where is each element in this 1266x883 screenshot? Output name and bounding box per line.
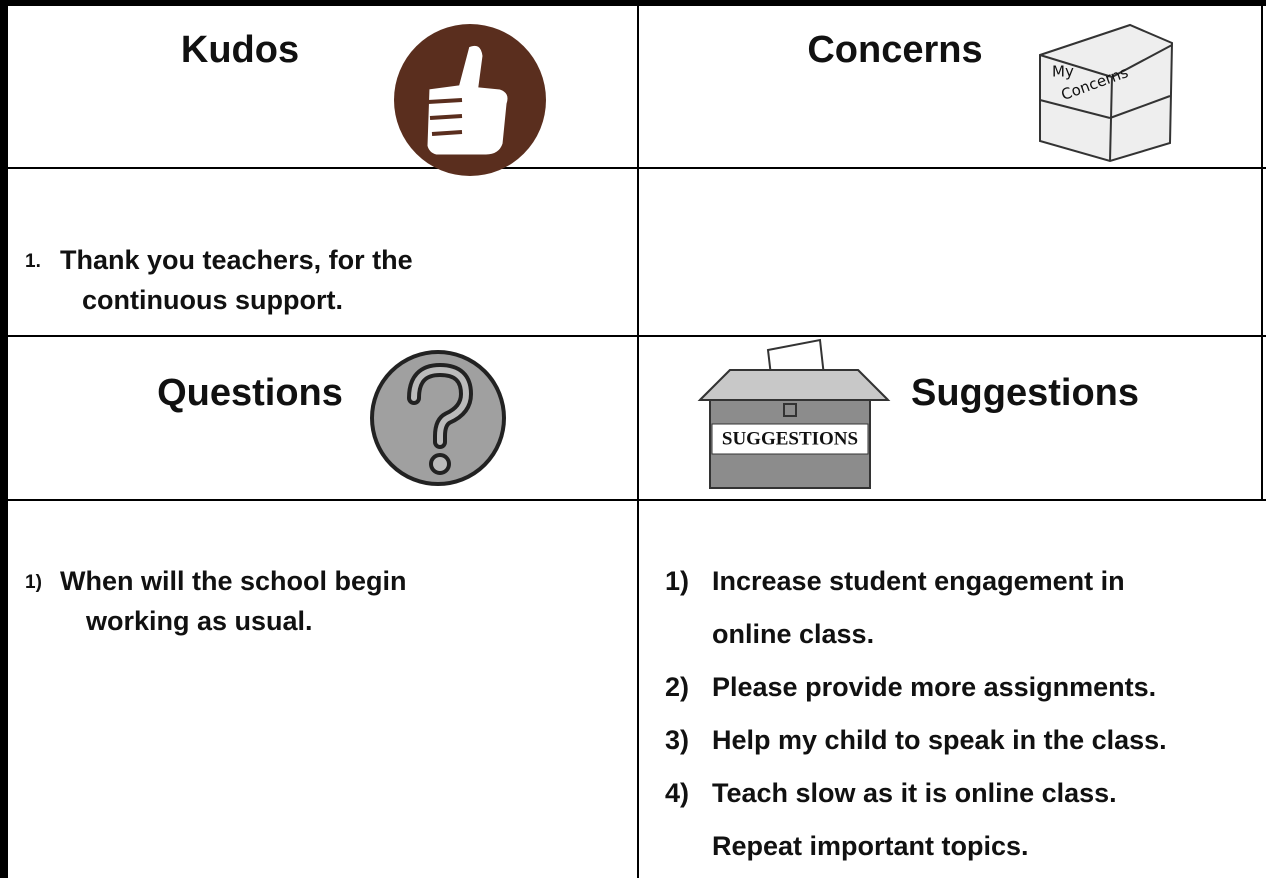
list-text: Increase student engagement in: [712, 566, 1125, 596]
list-text: Teach slow as it is online class.: [712, 778, 1117, 808]
section-title: Kudos: [181, 29, 299, 71]
icon-text: SUGGESTIONS: [722, 428, 858, 449]
list-text: online class.: [712, 619, 874, 649]
thumbs-up-icon: [394, 24, 546, 176]
section-title: Suggestions: [911, 372, 1139, 414]
list-marker: 1.: [25, 251, 41, 272]
list-text: continuous support.: [82, 285, 343, 315]
icon-text: My: [1052, 63, 1074, 81]
section-title: Concerns: [807, 29, 982, 71]
list-text: Please provide more assignments.: [712, 672, 1156, 702]
list-marker: 1): [25, 572, 42, 593]
list-marker: 4): [665, 778, 689, 808]
list-text: Thank you teachers, for the: [60, 245, 413, 275]
list-marker: 1): [665, 566, 689, 596]
list-text: Help my child to speak in the class.: [712, 725, 1167, 755]
list-text: working as usual.: [85, 606, 313, 636]
list-text: When will the school begin: [60, 566, 407, 596]
list-marker: 3): [665, 725, 689, 755]
suggestion-box-icon: SUGGESTIONS: [697, 338, 891, 489]
question-icon: [370, 350, 506, 486]
concerns-box-icon: My Concerns: [1039, 23, 1174, 163]
section-title: Questions: [157, 372, 343, 414]
list-marker: 2): [665, 672, 689, 702]
list-text: Repeat important topics.: [712, 831, 1029, 861]
